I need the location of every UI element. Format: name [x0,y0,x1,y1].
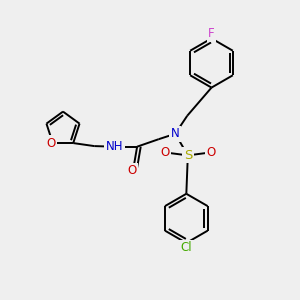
Text: F: F [208,27,215,40]
Text: S: S [184,149,192,162]
Text: O: O [160,146,170,160]
Text: O: O [128,164,137,177]
Text: Cl: Cl [181,241,192,254]
Text: O: O [46,136,56,150]
Text: O: O [206,146,216,160]
Text: N: N [171,127,180,140]
Text: NH: NH [106,140,123,153]
